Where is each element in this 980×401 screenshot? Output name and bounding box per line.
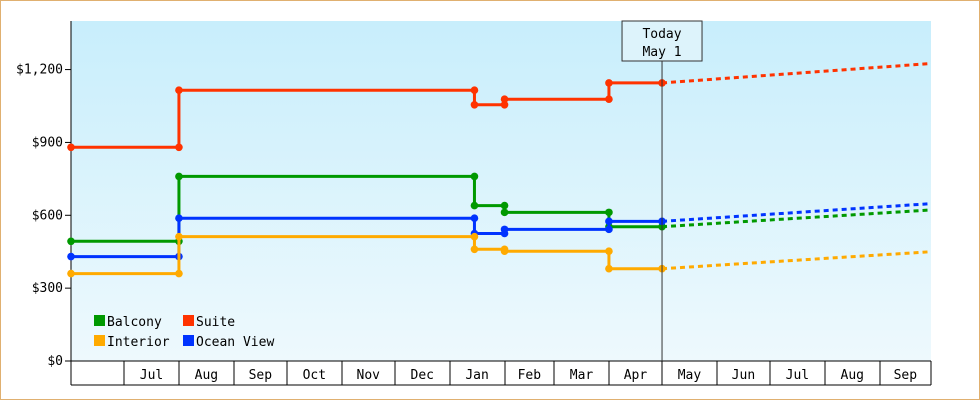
- y-tick-label: $900: [32, 135, 63, 150]
- legend-label: Balcony: [107, 315, 162, 330]
- series-suite: [67, 62, 932, 152]
- data-point: [67, 269, 75, 278]
- data-point: [605, 225, 613, 234]
- x-tick-label: Dec: [411, 368, 434, 383]
- legend-swatch: [94, 315, 105, 326]
- x-tick-label: Jul: [786, 368, 809, 383]
- data-point: [175, 232, 183, 241]
- data-point: [470, 100, 479, 109]
- series-line: [71, 81, 663, 149]
- legend: Balcony Suite Interior Ocean View: [94, 315, 274, 350]
- x-tick-label: Sep: [894, 368, 918, 383]
- x-axis: Jul Aug Sep Oct Nov Dec Jan Feb Mar Apr May Jun Jul A…: [71, 360, 932, 386]
- y-tick-label: $300: [32, 281, 63, 296]
- legend-label: Ocean View: [196, 335, 274, 350]
- data-point: [470, 232, 479, 241]
- y-tick-label: $1,200: [16, 63, 63, 78]
- x-tick-label: Mar: [570, 368, 594, 383]
- data-point: [67, 252, 75, 261]
- data-point: [605, 264, 613, 273]
- data-point: [605, 95, 613, 103]
- legend-swatch: [94, 335, 105, 346]
- today-label: Today: [642, 27, 681, 42]
- x-tick-label: Nov: [357, 368, 381, 383]
- legend-label: Interior: [107, 335, 170, 350]
- x-tick-label: Oct: [303, 368, 326, 383]
- legend-label: Suite: [196, 315, 235, 330]
- data-point: [605, 208, 613, 217]
- data-point: [470, 201, 479, 210]
- data-point: [605, 79, 613, 87]
- data-point: [175, 86, 183, 95]
- y-tick-label: $600: [32, 208, 63, 223]
- data-point: [470, 245, 479, 254]
- x-tick-label: Aug: [841, 368, 864, 383]
- data-point: [175, 172, 183, 181]
- data-point: [500, 100, 509, 109]
- data-point: [470, 86, 479, 95]
- data-point: [470, 214, 479, 222]
- x-tick-label: Feb: [518, 368, 542, 383]
- today-marker: Today May 1: [621, 20, 703, 361]
- today-date: May 1: [642, 45, 681, 60]
- y-tick-label: $0: [47, 354, 63, 369]
- data-point: [500, 247, 509, 256]
- x-tick-label: Jun: [732, 368, 755, 383]
- x-tick-label: Sep: [249, 368, 273, 383]
- data-point: [175, 269, 183, 278]
- data-point: [175, 143, 183, 152]
- x-tick-label: Jul: [140, 368, 163, 383]
- legend-swatch: [183, 315, 194, 326]
- data-point: [67, 237, 75, 246]
- today-box: [621, 20, 703, 62]
- data-point: [500, 208, 509, 217]
- legend-swatch: [183, 335, 194, 346]
- x-tick-label: Apr: [624, 368, 648, 383]
- x-tick-label: May: [678, 368, 702, 383]
- data-point: [500, 225, 509, 234]
- x-tick-label: Aug: [195, 368, 218, 383]
- data-point: [605, 247, 613, 256]
- series-layer: [67, 62, 932, 278]
- data-point: [605, 217, 613, 226]
- series-interior: [67, 232, 932, 278]
- series-line: [71, 235, 663, 276]
- y-axis: $0 $300 $600 $900 $1,200: [16, 21, 72, 385]
- data-point: [470, 172, 479, 181]
- data-point: [500, 95, 509, 103]
- plot-background: [71, 21, 931, 361]
- data-point: [175, 214, 183, 222]
- x-tick-label: Jan: [465, 368, 488, 383]
- data-point: [67, 143, 75, 152]
- data-point: [500, 201, 509, 210]
